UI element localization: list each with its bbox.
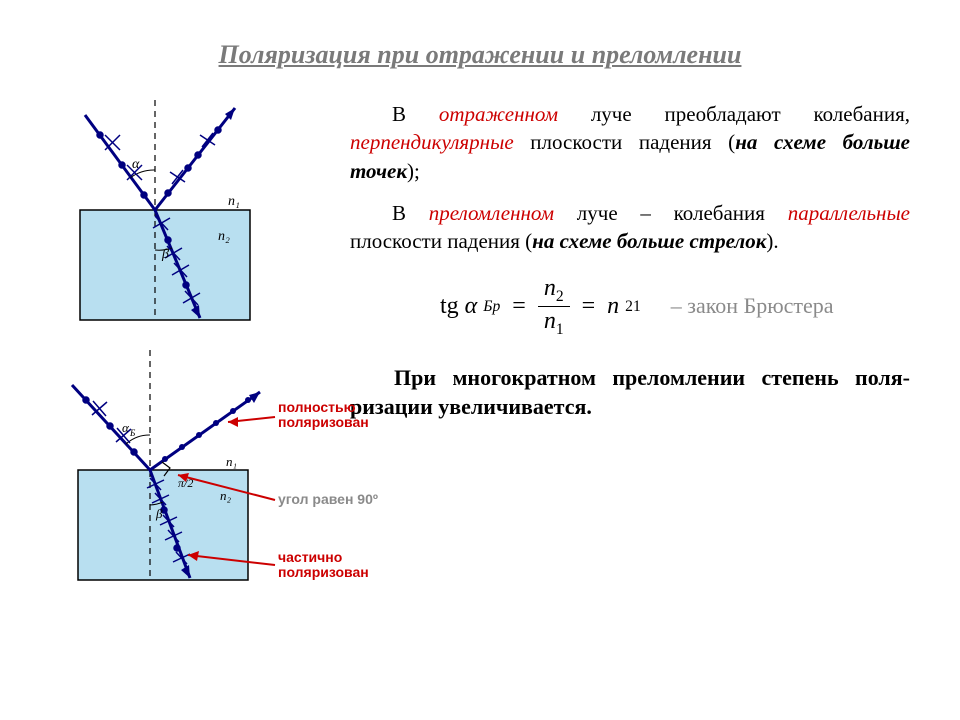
brewster-formula: tgαБр = n2 n1 = n21 [440,276,641,338]
svg-text:Б: Б [129,428,136,438]
diagrams-column: α β n₁ n₂ [50,100,330,620]
svg-text:α: α [132,157,140,172]
final-statement: При многократном пре­ломлении степень по… [350,363,910,422]
annot-partially-polarized: частично поляризован [278,550,398,581]
diagram-reflection-1: α β n₁ n₂ [50,100,310,340]
diagram-brewster: α Б β π/2 n₁ n₂ полностью поляризован уг… [50,350,310,610]
page-title: Поляризация при отражении и преломлении [50,40,910,70]
svg-text:β: β [161,247,169,262]
annot-fully-polarized: полностью поляризован [278,400,398,431]
content-area: α β n₁ n₂ [50,100,910,620]
svg-text:n₁: n₁ [226,454,237,469]
brewster-law-label: – закон Брюстера [671,293,834,319]
text-column: В отраженном луче преобладают колебания,… [350,100,910,620]
paragraph-reflected: В отраженном луче преобладают колебания,… [350,100,910,185]
annot-angle-90: угол равен 90º [278,492,418,507]
brewster-formula-row: tgαБр = n2 n1 = n21 – закон Брюстера [440,276,910,338]
svg-text:n₂: n₂ [220,488,232,503]
svg-text:π/2: π/2 [178,476,193,490]
svg-text:β: β [155,506,163,521]
paragraph-refracted: В преломленном луче – колебания параллел… [350,199,910,256]
svg-text:n₂: n₂ [218,229,230,244]
svg-text:α: α [122,420,130,435]
svg-text:n₁: n₁ [228,194,240,209]
